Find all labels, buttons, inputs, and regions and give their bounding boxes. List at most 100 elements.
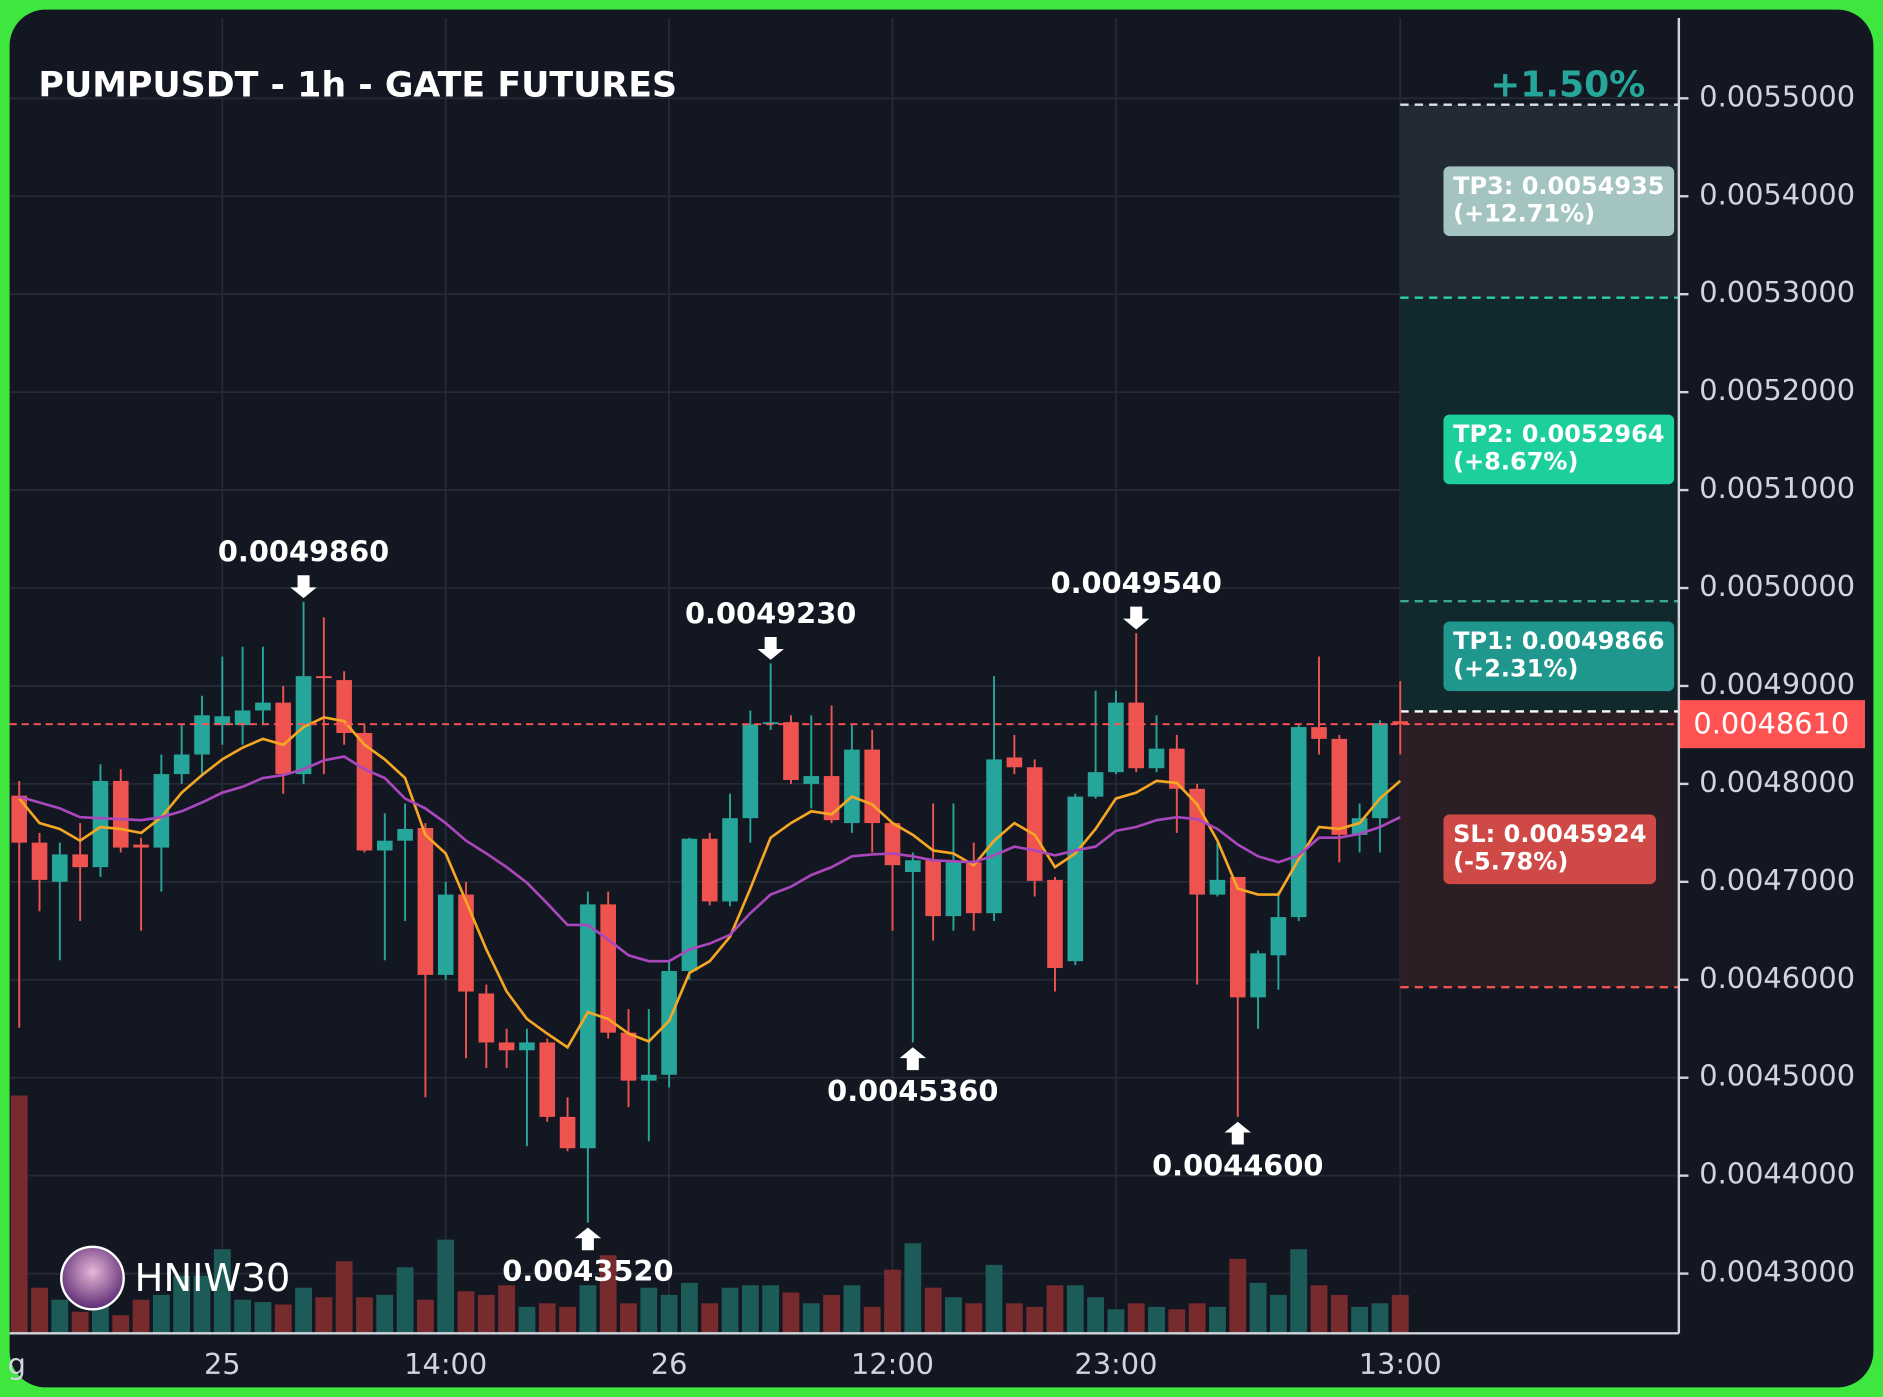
x-tick-label: 12:00 [851,1347,934,1381]
x-tick-label: 25 [204,1347,241,1381]
x-tick-label: 26 [651,1347,688,1381]
volume-bar [1330,1294,1348,1334]
candle-body [620,1032,637,1081]
level-note: (+2.31%) [1453,654,1578,682]
x-tick-label: g [8,1347,26,1381]
volume-bar [863,1306,881,1334]
candle-body [1209,879,1226,895]
volume-bar [31,1287,48,1334]
volume-bar [437,1239,455,1334]
candle-body [214,716,231,726]
y-tick-label: 0.0050000 [1699,569,1855,603]
y-tick-label: 0.0054000 [1699,177,1855,211]
volume-bar [904,1243,922,1334]
moving-average [18,715,1402,1050]
volume-bar [213,1249,231,1334]
candle-body [580,904,596,1149]
candle-body [133,844,149,848]
candle-body [742,724,759,819]
low-arrow [1224,1121,1251,1145]
y-tick-label: 0.0052000 [1699,373,1855,407]
volume-bar [518,1306,536,1334]
overlays: 0.0043000 0.0044000 0.0045000 0.0046000 0.00… [8,79,1865,1381]
candle-body [1006,757,1023,768]
volume-bar [762,1285,780,1334]
candle-body [72,854,88,868]
volume-bar [1310,1285,1328,1334]
volume-bar [498,1285,516,1334]
candle-body [1351,818,1368,835]
level-note: (+8.67%) [1453,448,1578,476]
volume-bar [10,1095,28,1334]
candle-body [1067,796,1084,962]
volume-bar [640,1287,658,1334]
candle-body [823,776,840,821]
level-label: TP2: 0.0052964 [1453,420,1664,448]
volume-bar [254,1302,272,1334]
candle-body [1250,953,1266,998]
moving-average [18,755,1401,963]
high-arrow [290,575,317,599]
volume-bar [1229,1258,1247,1334]
watermark: HNIW30 [135,1256,291,1301]
high-label: 0.0049230 [685,596,856,630]
low-label: 0.0043520 [502,1254,673,1288]
y-tick-label: 0.0055000 [1699,79,1855,113]
candle-body [316,676,332,679]
watermark-avatar [60,1245,125,1311]
y-tick-label: 0.0043000 [1699,1255,1855,1289]
candle-body [1331,738,1348,835]
volume-bar [945,1297,962,1334]
candle-body [884,823,901,866]
volume-bar [477,1294,495,1334]
candle-body [661,970,677,1075]
volume-bar [721,1287,739,1334]
volume-bar [457,1291,475,1334]
high-arrow [1123,606,1150,630]
volume-bar [782,1292,800,1334]
volume-bar [741,1285,759,1334]
volume-bar [1371,1303,1389,1334]
volume-bar [173,1275,191,1334]
volume-bar [295,1287,312,1334]
candle-body [1026,767,1043,881]
candle-body [1392,721,1409,725]
x-tick-label: 14:00 [404,1347,487,1381]
candle-body [92,780,109,868]
level-label: SL: 0.0045924 [1453,820,1646,848]
volume-bar [112,1315,130,1334]
y-tick-label: 0.0047000 [1699,863,1855,897]
candle-body [234,710,251,726]
level-box [1443,414,1675,485]
candle-body [905,860,921,873]
candle-body [539,1042,556,1117]
candle-body [519,1042,535,1051]
candle-body [397,828,413,841]
y-tick-label: 0.0051000 [1699,471,1855,505]
candle-body [255,702,271,711]
candle-body [52,854,68,882]
candle-body [1148,748,1165,769]
volume-bar [559,1306,576,1334]
volume-bar [620,1303,637,1334]
volume-bar [132,1299,150,1334]
volume-bar [234,1299,252,1334]
candle-body [376,840,393,851]
volume-bar [335,1261,353,1334]
candle-body [559,1116,576,1149]
candle-body [112,780,129,848]
candle-body [640,1074,657,1081]
candle-body [1311,727,1327,739]
volume-bar [152,1294,170,1334]
candle-body [31,842,48,880]
volume-bar [1269,1294,1287,1334]
candle-body [803,776,820,784]
candle-body [864,749,881,824]
y-tick-label: 0.0053000 [1699,275,1855,309]
volume-bar [1249,1282,1267,1334]
candle-body [986,759,1002,914]
volume-bar [599,1255,617,1334]
candle-body [1047,879,1063,969]
low-arrow [899,1047,927,1071]
